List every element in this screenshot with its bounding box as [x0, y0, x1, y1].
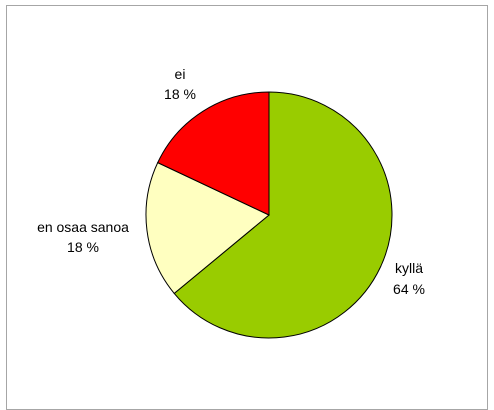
slice-label-en-osaa-sanoa: en osaa sanoa — [37, 219, 129, 235]
slice-value-kylla: 64 % — [393, 281, 425, 297]
pie-slices — [145, 91, 393, 339]
slice-value-en-osaa-sanoa: 18 % — [67, 239, 99, 255]
slice-label-kylla: kyllä — [395, 260, 423, 276]
slice-label-ei: ei — [175, 66, 186, 82]
pie-slice-en-osaa-sanoa — [145, 161, 270, 295]
slice-value-ei: 18 % — [164, 86, 196, 102]
pie-slice-ei — [157, 91, 270, 216]
pie-slice-kylla — [173, 91, 393, 339]
